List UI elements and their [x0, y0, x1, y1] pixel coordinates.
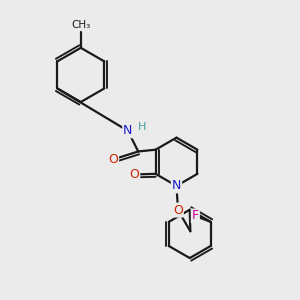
Text: H: H [138, 122, 146, 132]
Text: O: O [130, 168, 139, 181]
Text: N: N [123, 124, 133, 137]
Text: O: O [173, 204, 183, 217]
Text: N: N [172, 179, 181, 192]
Text: O: O [108, 153, 118, 166]
Text: CH₃: CH₃ [71, 20, 90, 31]
Text: F: F [192, 209, 199, 223]
